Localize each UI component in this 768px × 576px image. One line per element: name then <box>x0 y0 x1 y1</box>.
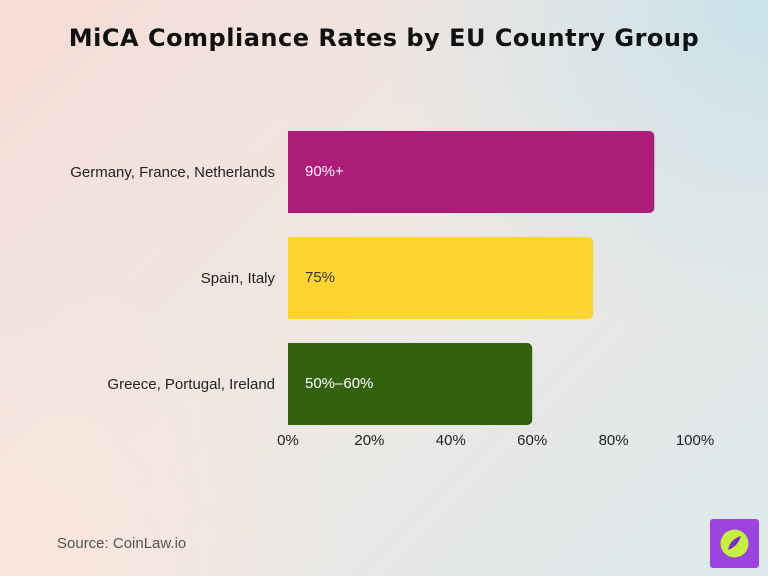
bar <box>288 343 533 425</box>
category-label: Germany, France, Netherlands <box>70 164 275 181</box>
logo-glyph <box>720 529 749 558</box>
x-tick-label: 0% <box>277 432 299 449</box>
bar <box>288 237 594 319</box>
category-label: Spain, Italy <box>201 270 276 287</box>
data-label: 90%+ <box>305 163 344 180</box>
bar <box>288 131 655 213</box>
x-tick-label: 80% <box>599 432 629 449</box>
data-label: 50%–60% <box>305 375 373 392</box>
logo-icon <box>710 519 759 568</box>
category-label: Greece, Portugal, Ireland <box>107 376 275 393</box>
x-tick-label: 100% <box>676 432 714 449</box>
source-label: Source: CoinLaw.io <box>57 535 187 552</box>
data-label: 75% <box>305 269 335 286</box>
x-tick-label: 20% <box>354 432 384 449</box>
logo-leaf <box>728 536 741 550</box>
x-tick-label: 60% <box>517 432 547 449</box>
x-tick-label: 40% <box>436 432 466 449</box>
chart-title: MiCA Compliance Rates by EU Country Grou… <box>68 24 700 52</box>
